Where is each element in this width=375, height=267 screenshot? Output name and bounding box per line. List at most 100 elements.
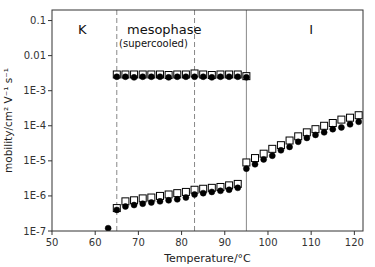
point	[105, 225, 111, 231]
x-tick-label: 100	[258, 237, 277, 248]
point	[287, 144, 293, 150]
point	[192, 74, 198, 80]
y-tick-label: 0.1	[30, 15, 46, 26]
y-axis: 1E-71E-61E-51E-41E-30.010.1	[23, 15, 52, 236]
point	[148, 74, 154, 80]
point	[235, 74, 241, 80]
x-axis: 50 60 70 80 90 100 110 120	[46, 231, 364, 248]
point	[131, 74, 137, 80]
x-tick	[181, 231, 182, 235]
point	[217, 74, 223, 80]
point	[347, 121, 353, 127]
x-tick	[95, 231, 96, 235]
point	[321, 122, 328, 129]
point	[295, 139, 301, 145]
x-tick-label: 70	[132, 237, 145, 248]
reference-line	[246, 10, 247, 231]
y-axis-label: mobility/cm² V⁻¹ s⁻¹	[2, 68, 14, 173]
point	[312, 132, 318, 138]
plot-frame	[52, 10, 363, 231]
point	[226, 74, 232, 80]
point	[338, 124, 344, 130]
point	[114, 207, 120, 213]
point	[356, 119, 362, 125]
point	[209, 189, 215, 195]
annotation: mesophase	[127, 22, 202, 37]
marks	[105, 70, 362, 231]
point	[243, 74, 249, 80]
point	[321, 129, 327, 135]
point	[140, 74, 146, 80]
point	[252, 155, 259, 162]
y-tick	[48, 231, 52, 232]
point	[312, 126, 319, 133]
point	[114, 74, 120, 80]
point	[157, 198, 163, 204]
series	[105, 119, 362, 231]
y-tick	[48, 160, 52, 161]
point	[166, 74, 172, 80]
y-tick	[48, 90, 52, 91]
point	[269, 145, 276, 152]
point	[252, 161, 258, 167]
reference-line	[194, 10, 195, 231]
x-tick	[224, 231, 225, 235]
series	[113, 70, 250, 80]
point	[243, 73, 250, 80]
x-tick	[311, 231, 312, 235]
point	[286, 137, 293, 144]
series	[114, 74, 250, 81]
x-tick-label: 90	[218, 237, 231, 248]
point	[269, 153, 275, 159]
reference-line	[116, 10, 117, 231]
point	[261, 156, 267, 162]
point	[131, 202, 137, 208]
point	[192, 191, 198, 197]
point	[140, 201, 146, 207]
y-tick	[48, 125, 52, 126]
series	[113, 112, 362, 212]
point	[235, 185, 241, 191]
point	[122, 203, 128, 209]
point	[183, 74, 189, 80]
x-tick	[354, 231, 355, 235]
point	[209, 74, 215, 80]
y-tick	[48, 55, 52, 56]
x-tick-label: 80	[175, 237, 188, 248]
x-tick	[52, 231, 53, 235]
y-tick-label: 1E-7	[23, 226, 46, 237]
point	[174, 190, 181, 197]
x-tick	[267, 231, 268, 235]
point	[278, 147, 284, 153]
y-tick	[48, 20, 52, 21]
point	[304, 135, 310, 141]
x-tick-label: 50	[46, 237, 59, 248]
x-tick	[138, 231, 139, 235]
y-tick-label: 0.01	[24, 50, 46, 61]
point	[148, 199, 154, 205]
chart: 50607080901001101201E-71E-61E-51E-41E-30…	[0, 0, 375, 267]
x-tick-label: 120	[345, 237, 364, 248]
x-tick-label: 110	[302, 237, 321, 248]
point	[122, 74, 128, 80]
y-tick-label: 1E-4	[23, 120, 46, 131]
annotation: I	[309, 22, 313, 37]
point	[166, 197, 172, 203]
point	[200, 190, 206, 196]
point	[217, 188, 223, 194]
reference-lines	[117, 10, 247, 231]
point	[200, 74, 206, 80]
annotation: K	[78, 22, 87, 37]
point	[157, 74, 163, 80]
x-axis-label: Temperature/°C	[163, 252, 251, 265]
point	[329, 120, 336, 127]
point	[260, 150, 267, 157]
point	[330, 126, 336, 132]
annotation: (supercooled)	[119, 38, 188, 49]
point	[243, 159, 250, 166]
point	[243, 166, 249, 172]
x-tick-label: 60	[89, 237, 102, 248]
point	[338, 116, 345, 123]
y-tick-label: 1E-6	[23, 190, 46, 201]
y-tick-label: 1E-3	[23, 85, 46, 96]
